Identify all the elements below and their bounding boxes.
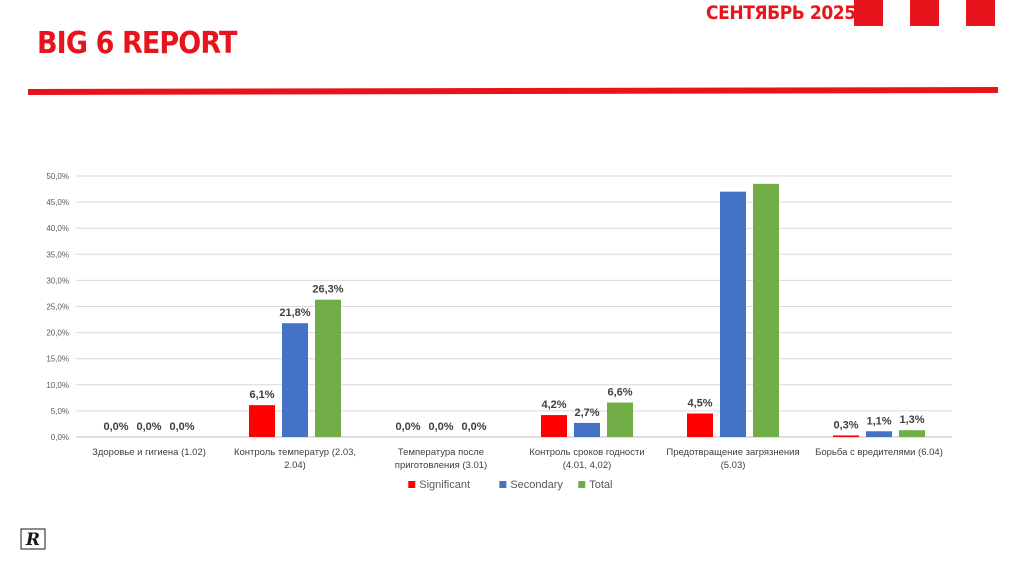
data-label: 6,6% xyxy=(607,387,632,399)
data-label: 0,0% xyxy=(169,421,194,433)
bar-secondary xyxy=(866,431,892,437)
data-label: 21,8% xyxy=(279,307,310,319)
y-tick-label: 30,0% xyxy=(46,276,69,285)
legend-label: Total xyxy=(589,479,612,491)
data-label: 2,7% xyxy=(574,407,599,419)
y-tick-label: 15,0% xyxy=(46,355,69,364)
bar-total xyxy=(607,402,633,437)
x-tick-label: Здоровье и гигиена (1.02) xyxy=(92,447,206,458)
x-tick-label: Контроль температур (2.03, xyxy=(234,447,356,458)
x-tick-label: приготовления (3.01) xyxy=(395,460,487,471)
x-tick-label: Температура после xyxy=(398,447,484,458)
legend-swatch xyxy=(499,481,507,488)
bar-total xyxy=(753,183,779,437)
bar-significant xyxy=(541,415,567,437)
data-label: 1,1% xyxy=(866,415,891,427)
data-label: 6,1% xyxy=(249,389,274,401)
bar-secondary xyxy=(574,422,600,437)
y-tick-label: 50,0% xyxy=(46,172,69,181)
x-tick-label: Контроль сроков годности xyxy=(529,447,644,458)
legend-label: Secondary xyxy=(510,479,563,491)
data-label: 0,0% xyxy=(103,421,128,433)
decor-square xyxy=(854,0,883,26)
y-tick-label: 5,0% xyxy=(51,407,69,416)
decor-square xyxy=(966,0,995,26)
y-tick-label: 35,0% xyxy=(46,250,69,259)
bar-significant xyxy=(249,405,275,437)
x-tick-label: 2.04) xyxy=(284,460,306,471)
company-logo: R xyxy=(20,528,46,550)
y-tick-label: 10,0% xyxy=(46,381,69,390)
data-label: 4,5% xyxy=(687,398,712,410)
logo-letter: R xyxy=(25,530,40,550)
y-tick-label: 40,0% xyxy=(46,224,69,233)
decor-square xyxy=(910,0,939,26)
legend-label: Significant xyxy=(419,479,470,491)
bar-secondary xyxy=(282,323,308,437)
bar-significant xyxy=(833,435,859,437)
data-label: 0,3% xyxy=(833,419,858,431)
report-date: СЕНТЯБРЬ 2025 xyxy=(706,2,856,24)
data-label: 0,0% xyxy=(461,421,486,433)
y-tick-label: 45,0% xyxy=(46,198,69,207)
data-label: 4,2% xyxy=(541,399,566,411)
y-tick-label: 0,0% xyxy=(51,433,69,442)
y-tick-label: 20,0% xyxy=(46,329,69,338)
x-tick-label: (5.03) xyxy=(721,460,746,471)
legend-swatch xyxy=(578,481,586,488)
legend-swatch xyxy=(408,481,416,488)
x-tick-label: Борьба с вредителями (6.04) xyxy=(815,447,943,458)
y-tick-label: 25,0% xyxy=(46,303,69,312)
data-label: 0,0% xyxy=(428,421,453,433)
bar-total xyxy=(899,430,925,437)
data-label: 1,3% xyxy=(899,414,924,426)
data-label: 26,3% xyxy=(312,284,343,296)
x-tick-label: (4.01, 4,02) xyxy=(563,460,612,471)
data-label: 0,0% xyxy=(136,421,161,433)
data-label: 0,0% xyxy=(395,421,420,433)
page-title: BIG 6 REPORT xyxy=(37,26,237,61)
bar-total xyxy=(315,299,341,437)
x-tick-label: Предотвращение загрязнения xyxy=(666,447,799,458)
bar-secondary xyxy=(720,191,746,437)
bar-significant xyxy=(687,413,713,437)
